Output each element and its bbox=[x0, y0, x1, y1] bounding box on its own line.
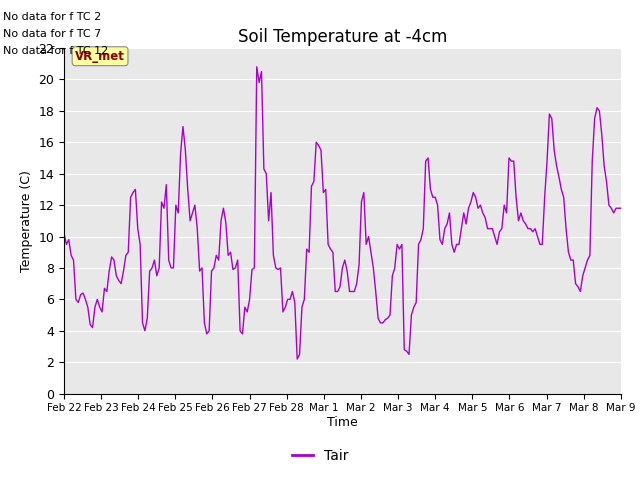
Text: No data for f TC 2: No data for f TC 2 bbox=[3, 12, 102, 22]
Text: No data for f TC 7: No data for f TC 7 bbox=[3, 29, 102, 39]
Legend: Tair: Tair bbox=[286, 443, 354, 468]
Title: Soil Temperature at -4cm: Soil Temperature at -4cm bbox=[237, 28, 447, 47]
Text: No data for f TC 12: No data for f TC 12 bbox=[3, 46, 108, 56]
Text: VR_met: VR_met bbox=[75, 50, 125, 63]
X-axis label: Time: Time bbox=[327, 416, 358, 429]
Y-axis label: Temperature (C): Temperature (C) bbox=[20, 170, 33, 272]
